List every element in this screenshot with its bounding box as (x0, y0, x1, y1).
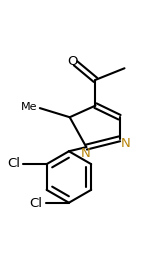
Text: Me: Me (21, 102, 37, 112)
Text: Cl: Cl (7, 157, 20, 170)
Text: N: N (121, 137, 130, 150)
Text: Cl: Cl (29, 197, 42, 210)
Text: O: O (67, 55, 78, 68)
Text: N: N (81, 147, 90, 160)
